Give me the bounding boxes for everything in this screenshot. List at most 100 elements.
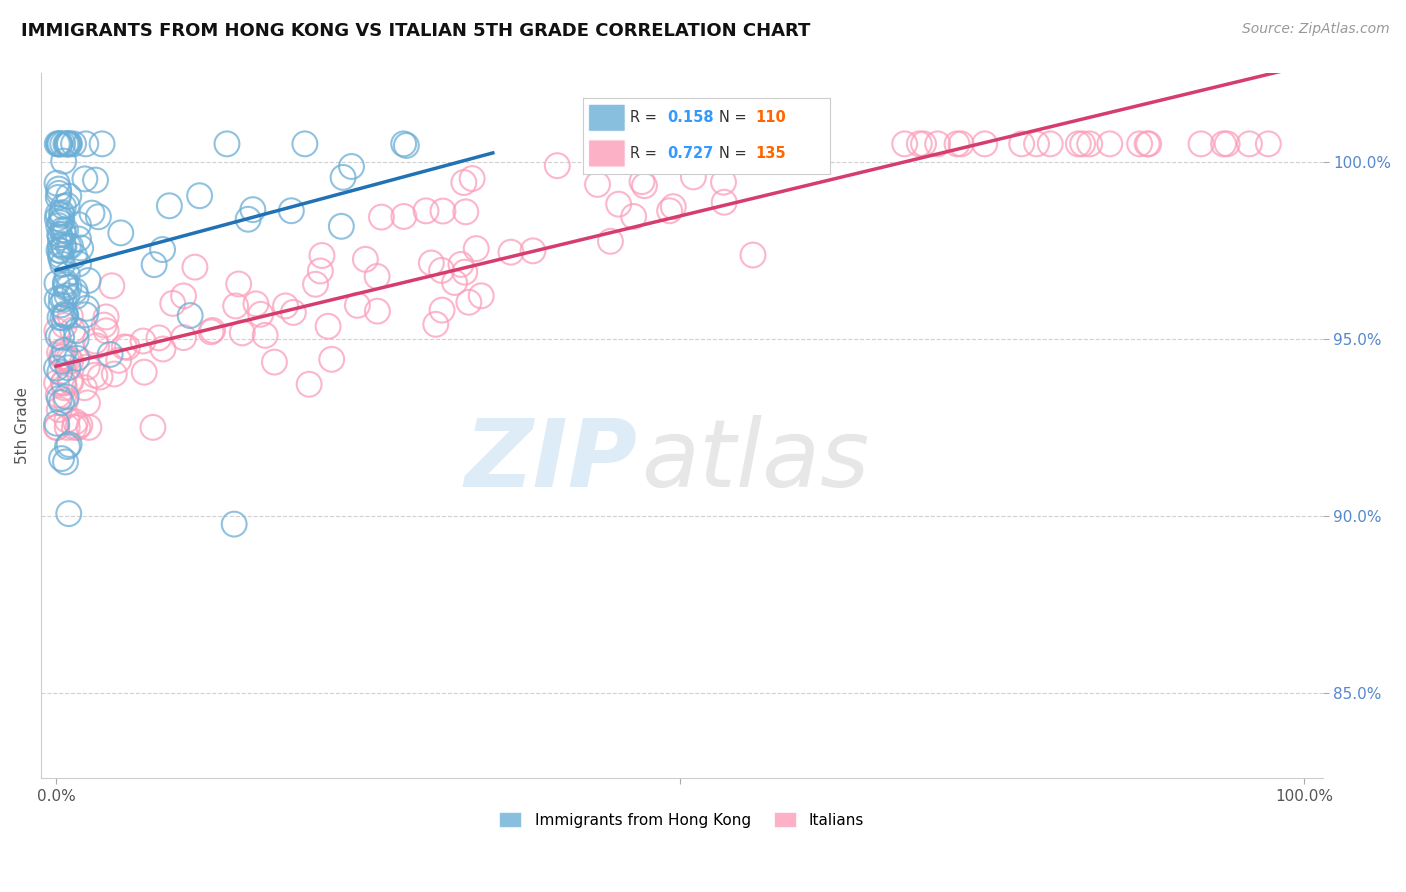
Point <box>51 451 73 466</box>
Point <box>148 331 170 345</box>
Point <box>65 289 87 303</box>
Point <box>283 305 305 319</box>
Point <box>51 205 73 219</box>
Point <box>56 136 79 151</box>
Point <box>522 244 544 258</box>
Point <box>392 210 415 224</box>
Point <box>48 392 70 406</box>
Point <box>48 219 70 233</box>
Point <box>55 309 77 323</box>
Point <box>443 276 465 290</box>
Point <box>188 188 211 202</box>
Point <box>631 175 654 189</box>
Point <box>294 136 316 151</box>
Point <box>117 340 139 354</box>
Point <box>245 297 267 311</box>
Point <box>49 216 72 230</box>
Point <box>682 169 704 184</box>
Point <box>53 318 76 333</box>
Point <box>53 309 76 323</box>
Point <box>52 350 75 364</box>
Point <box>45 361 67 376</box>
Point <box>58 280 80 294</box>
Point <box>1257 136 1279 151</box>
Text: ZIP: ZIP <box>464 415 637 507</box>
Point <box>73 172 96 186</box>
Point <box>236 212 259 227</box>
Point <box>45 417 67 431</box>
Point <box>228 277 250 291</box>
Point <box>263 355 285 369</box>
Point <box>93 318 115 332</box>
Point <box>59 375 82 389</box>
Point <box>67 232 90 246</box>
Point <box>461 171 484 186</box>
Point <box>946 136 969 151</box>
Point <box>62 136 84 151</box>
Point <box>51 395 73 409</box>
Point <box>1239 136 1261 151</box>
Point <box>184 260 207 274</box>
Point <box>724 136 747 151</box>
Point <box>143 258 166 272</box>
Point <box>316 319 339 334</box>
Point <box>67 218 90 232</box>
Point <box>58 507 80 521</box>
Point <box>304 277 326 292</box>
Point <box>51 291 73 305</box>
Point <box>65 415 87 429</box>
Point <box>1212 136 1234 151</box>
Point <box>633 178 655 193</box>
Point <box>52 136 75 151</box>
Point <box>1039 136 1062 151</box>
Point <box>55 275 77 289</box>
Point <box>231 326 253 340</box>
Point <box>58 239 80 253</box>
Point <box>1067 136 1090 151</box>
Point <box>91 136 114 151</box>
Point <box>56 440 79 454</box>
Point <box>450 257 472 271</box>
Point <box>58 351 80 366</box>
Point <box>724 136 747 151</box>
Point <box>55 351 77 366</box>
Point <box>1078 136 1101 151</box>
Point <box>75 308 97 322</box>
Point <box>55 223 77 237</box>
Point <box>58 136 80 151</box>
Point <box>1098 136 1121 151</box>
Point <box>56 420 79 434</box>
Point <box>132 334 155 348</box>
Point <box>1216 136 1239 151</box>
Point <box>46 176 69 190</box>
Text: N =: N = <box>718 146 751 161</box>
Point <box>470 289 492 303</box>
Point <box>179 309 201 323</box>
Point <box>366 269 388 284</box>
Point <box>49 298 72 312</box>
Point <box>52 227 75 241</box>
Point <box>311 248 333 262</box>
Point <box>76 301 98 316</box>
Point <box>58 437 80 451</box>
Point <box>1025 136 1047 151</box>
Point <box>1011 136 1033 151</box>
Point <box>354 252 377 267</box>
Point <box>52 154 75 169</box>
Point <box>713 175 735 189</box>
Point <box>48 244 70 258</box>
Point <box>55 455 77 469</box>
Point <box>893 136 915 151</box>
Point <box>595 136 617 151</box>
Point <box>225 299 247 313</box>
Text: N =: N = <box>718 111 751 126</box>
Point <box>84 173 107 187</box>
Point <box>55 280 77 294</box>
Point <box>49 248 72 262</box>
Point <box>242 202 264 217</box>
Point <box>52 310 75 325</box>
Point <box>80 206 103 220</box>
Point <box>704 136 727 151</box>
Point <box>201 323 224 337</box>
Point <box>56 268 79 282</box>
